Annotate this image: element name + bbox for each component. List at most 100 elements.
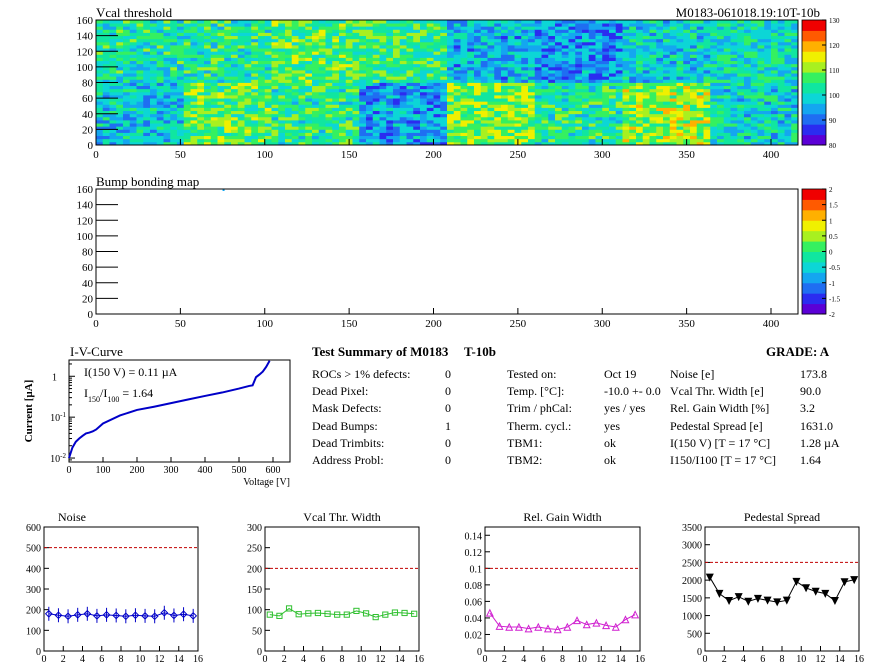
heatmap-cell bbox=[480, 101, 488, 105]
heatmap-cell bbox=[231, 63, 239, 68]
x-tick-label: 12 bbox=[596, 654, 606, 665]
heatmap-cell bbox=[663, 91, 671, 96]
heatmap-cell bbox=[595, 29, 603, 33]
heatmap-cell bbox=[264, 116, 272, 121]
heatmap-cell bbox=[217, 26, 225, 30]
heatmap-cell bbox=[717, 120, 725, 124]
colorbar-tick-label: 100 bbox=[829, 92, 840, 100]
heatmap-cell bbox=[494, 51, 502, 55]
heatmap-cell bbox=[325, 88, 333, 93]
heatmap-cell bbox=[197, 35, 205, 40]
heatmap-cell bbox=[190, 29, 198, 33]
heatmap-cell bbox=[730, 116, 738, 121]
data-point bbox=[582, 620, 591, 629]
iv-x-tick-label: 100 bbox=[96, 465, 111, 476]
heatmap-cell bbox=[460, 88, 468, 93]
heatmap-cell bbox=[406, 141, 414, 146]
heatmap-cell bbox=[339, 32, 347, 37]
heatmap-cell bbox=[325, 95, 333, 99]
heatmap-cell bbox=[372, 60, 380, 65]
heatmap-cell bbox=[683, 45, 691, 49]
heatmap-cell bbox=[291, 45, 299, 49]
heatmap-cell bbox=[696, 76, 704, 80]
heatmap-cell bbox=[663, 66, 671, 71]
heatmap-cell bbox=[548, 135, 556, 140]
heatmap-cell bbox=[717, 41, 725, 46]
x-tick-label: 14 bbox=[395, 654, 405, 665]
heatmap-cell bbox=[615, 141, 623, 146]
heatmap-cell bbox=[467, 126, 475, 130]
data-point bbox=[495, 621, 504, 630]
heatmap-cell bbox=[548, 41, 556, 46]
heatmap-cell bbox=[744, 107, 752, 112]
heatmap-cell bbox=[501, 101, 509, 105]
heatmap-cell bbox=[723, 91, 731, 96]
heatmap-cell bbox=[582, 57, 590, 62]
y-tick-label: 0 bbox=[88, 309, 94, 321]
heatmap-cell bbox=[345, 51, 353, 55]
heatmap-cell bbox=[109, 20, 117, 24]
heatmap-cell bbox=[150, 110, 158, 115]
heatmap-cell bbox=[129, 129, 137, 133]
heatmap-cell bbox=[784, 135, 792, 140]
heatmap-cell bbox=[224, 23, 232, 27]
heatmap-cell bbox=[764, 66, 772, 71]
heatmap-cell bbox=[237, 98, 245, 102]
heatmap-cell bbox=[642, 104, 650, 108]
heatmap-cell bbox=[528, 141, 536, 146]
heatmap-cell bbox=[771, 101, 779, 105]
heatmap-cell bbox=[588, 126, 596, 130]
heatmap-cell bbox=[555, 123, 563, 127]
heatmap-cell bbox=[264, 54, 272, 58]
heatmap-cell bbox=[602, 135, 610, 140]
heatmap-cell bbox=[244, 116, 252, 121]
heatmap-cell bbox=[629, 29, 637, 33]
heatmap-cell bbox=[96, 26, 104, 30]
heatmap-cell bbox=[663, 110, 671, 115]
heatmap-cell bbox=[258, 32, 266, 37]
heatmap-cell bbox=[690, 138, 698, 143]
heatmap-cell bbox=[690, 26, 698, 30]
heatmap-cell bbox=[217, 29, 225, 33]
heatmap-cell bbox=[123, 107, 131, 112]
heatmap-cell bbox=[258, 35, 266, 40]
heatmap-cell bbox=[352, 116, 360, 121]
heatmap-cell bbox=[696, 60, 704, 65]
heatmap-cell bbox=[318, 98, 326, 102]
heatmap-cell bbox=[528, 63, 536, 68]
heatmap-cell bbox=[656, 120, 664, 124]
heatmap-cell bbox=[494, 141, 502, 146]
heatmap-cell bbox=[393, 88, 401, 93]
heatmap-cell bbox=[136, 101, 144, 105]
heatmap-cell bbox=[143, 45, 151, 49]
heatmap-cell bbox=[258, 110, 266, 115]
heatmap-cell bbox=[555, 63, 563, 68]
heatmap-cell bbox=[521, 82, 529, 87]
y-tick-label: 0.1 bbox=[470, 564, 483, 575]
heatmap-cell bbox=[285, 104, 293, 108]
heatmap-cell bbox=[102, 88, 110, 93]
heatmap-cell bbox=[406, 66, 414, 71]
data-point bbox=[131, 611, 140, 620]
heatmap-cell bbox=[372, 95, 380, 99]
heatmap-cell bbox=[649, 91, 657, 96]
heatmap-cell bbox=[345, 57, 353, 62]
heatmap-cell bbox=[642, 35, 650, 40]
heatmap-cell bbox=[129, 32, 137, 37]
heatmap-cell bbox=[312, 91, 320, 96]
heatmap-cell bbox=[102, 23, 110, 27]
heatmap-cell bbox=[636, 23, 644, 27]
heatmap-cell bbox=[453, 101, 461, 105]
heatmap-cell bbox=[271, 41, 279, 46]
heatmap-cell bbox=[123, 82, 131, 87]
heatmap-cell bbox=[285, 29, 293, 33]
heatmap-cell bbox=[555, 95, 563, 99]
heatmap-cell bbox=[683, 38, 691, 43]
heatmap-cell bbox=[379, 95, 387, 99]
heatmap-cell bbox=[224, 32, 232, 37]
heatmap-cell bbox=[521, 57, 529, 62]
heatmap-cell bbox=[406, 79, 414, 83]
heatmap-cell bbox=[629, 79, 637, 83]
heatmap-cell bbox=[683, 129, 691, 133]
heatmap-cell bbox=[332, 48, 340, 52]
